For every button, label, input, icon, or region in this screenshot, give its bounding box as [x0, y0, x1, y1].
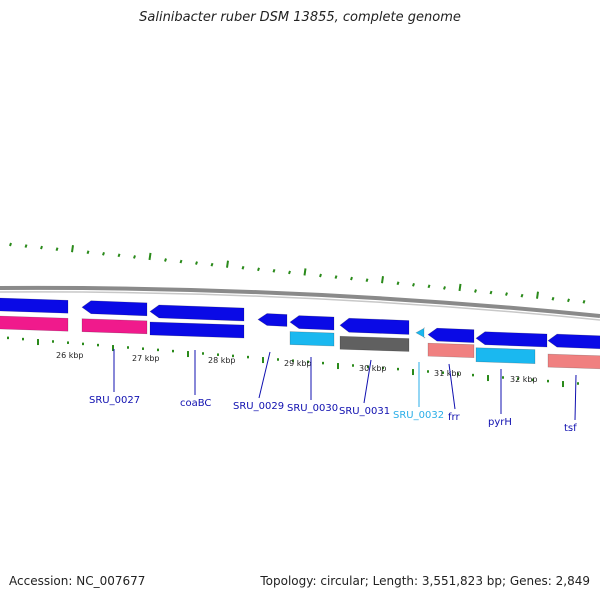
gene-label: tsf	[564, 423, 577, 434]
gene-sru0027-upper	[81, 300, 148, 317]
minor-tick	[241, 265, 245, 270]
minor-tick	[412, 282, 415, 287]
label-leader	[574, 374, 577, 421]
minor-tick	[102, 251, 105, 256]
minor-tick	[567, 298, 570, 303]
major-tick	[303, 268, 307, 276]
major-tick	[226, 260, 229, 268]
gene-tsf-upper	[547, 333, 600, 350]
gene-label: SRU_0027	[89, 395, 140, 406]
gene-label: pyrH	[488, 417, 512, 428]
gene-label: SRU_0029	[233, 401, 284, 412]
backbone-outer	[0, 285, 600, 318]
gene-sru0031-upper	[339, 317, 410, 335]
minor-tick	[334, 275, 338, 279]
inner-ticks	[7, 336, 579, 388]
minor-tick	[117, 253, 121, 258]
gene-coabc-upper	[149, 304, 245, 322]
gene-sru0032	[415, 327, 426, 339]
gene-sru0030-upper	[289, 315, 335, 331]
feature-coabc	[149, 321, 245, 339]
minor-tick	[133, 255, 136, 259]
gene-label: SRU_0030	[287, 403, 338, 414]
scale-label: 27 kbp	[132, 354, 160, 363]
minor-tick	[55, 247, 59, 251]
major-tick	[148, 252, 152, 261]
minor-tick	[210, 262, 214, 267]
label-leaders	[113, 349, 577, 421]
minor-tick	[272, 269, 276, 273]
outer-ticks	[9, 242, 586, 304]
scale-label: 26 kbp	[56, 351, 84, 360]
gene-label: SRU_0031	[339, 406, 390, 417]
minor-tick	[489, 290, 493, 295]
minor-tick	[86, 250, 90, 255]
scale-labels: 26 kbp 27 kbp 28 kbp 29 kbp 30 kbp 31 kbp 32 k…	[56, 351, 538, 384]
minor-tick	[9, 242, 12, 247]
label-leader	[448, 363, 456, 410]
minor-tick	[40, 245, 43, 250]
scale-label: 32 kbp	[510, 375, 538, 384]
minor-tick	[396, 281, 400, 286]
scale-label: 28 kbp	[208, 356, 236, 365]
major-tick	[71, 245, 74, 253]
minor-tick	[257, 267, 260, 272]
backbone	[0, 285, 600, 321]
genome-title: Salinibacter ruber DSM 13855, complete g…	[139, 10, 461, 25]
label-leader	[258, 351, 271, 399]
minor-tick	[520, 293, 524, 298]
major-tick	[381, 276, 384, 284]
genome-summary-text: Topology: circular; Length: 3,551,823 bp…	[260, 574, 590, 588]
feature-sru0027	[81, 318, 148, 335]
backbone-inner	[0, 291, 600, 321]
gene-features	[0, 297, 600, 370]
minor-tick	[179, 259, 183, 264]
gene-labels: SRU_0027 coaBC SRU_0029 SRU_0030 SRU_0031 SRU…	[89, 395, 577, 434]
gene-pyrh-upper	[475, 331, 548, 348]
minor-tick	[319, 273, 322, 278]
gene-frr-upper	[427, 327, 475, 343]
minor-tick	[474, 289, 477, 293]
feature-sru0031	[339, 335, 410, 352]
minor-tick	[551, 296, 555, 301]
gene-upper-1	[0, 297, 69, 314]
gene-label: coaBC	[180, 398, 211, 409]
minor-tick	[24, 244, 28, 248]
label-leader	[363, 359, 372, 404]
gene-label: frr	[448, 412, 460, 423]
minor-tick	[350, 276, 353, 281]
minor-tick	[443, 286, 446, 290]
minor-tick	[505, 292, 508, 296]
major-tick	[536, 291, 539, 299]
minor-tick	[582, 300, 586, 304]
gene-label: SRU_0032	[393, 410, 444, 421]
scale-label: 29 kbp	[284, 359, 312, 368]
minor-tick	[365, 278, 369, 282]
scale-label: 31 kbp	[434, 369, 462, 378]
scale-label: 30 kbp	[359, 364, 387, 373]
minor-tick	[164, 258, 167, 262]
minor-tick	[195, 261, 198, 265]
feature-lower-1	[0, 315, 69, 332]
feature-sru0030	[289, 331, 335, 347]
feature-frr	[427, 342, 475, 358]
major-tick	[458, 283, 462, 292]
minor-tick	[427, 284, 431, 289]
feature-tsf	[547, 353, 600, 370]
accession-text: Accession: NC_007677	[9, 574, 146, 588]
feature-pyrh	[475, 347, 536, 364]
gene-sru0029	[257, 313, 288, 327]
minor-tick	[288, 270, 291, 275]
